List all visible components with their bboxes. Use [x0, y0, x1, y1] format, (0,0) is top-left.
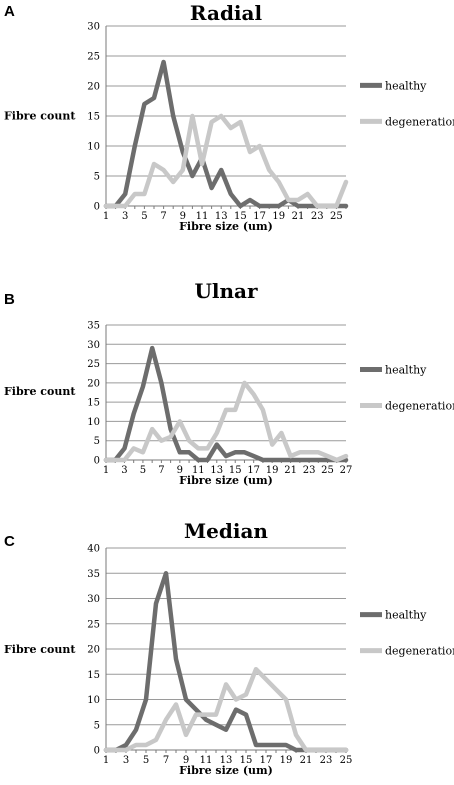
series-line-degeneration — [103, 380, 349, 463]
x-tick-label: 23 — [311, 211, 324, 222]
x-tick-label: 17 — [247, 465, 260, 476]
y-tick-label: 20 — [87, 645, 100, 656]
y-tick-label: 35 — [87, 321, 100, 332]
series-line-healthy — [103, 345, 349, 463]
x-tick-label: 9 — [180, 211, 186, 222]
x-tick-label: 3 — [121, 465, 127, 476]
x-tick-label: 11 — [196, 211, 209, 222]
x-tick-label: 3 — [122, 211, 128, 222]
x-tick-label: 23 — [320, 755, 333, 766]
x-tick-label: 1 — [103, 465, 109, 476]
y-axis-label: Fibre count — [4, 385, 76, 398]
y-tick-label: 0 — [94, 746, 100, 757]
x-tick-label: 5 — [140, 465, 146, 476]
x-tick-label: 15 — [229, 465, 242, 476]
x-tick-label: 13 — [215, 211, 228, 222]
series-line-degeneration — [103, 666, 349, 753]
x-tick-label: 13 — [210, 465, 223, 476]
legend-label: healthy — [385, 79, 427, 92]
y-tick-label: 15 — [87, 112, 100, 123]
series-line-healthy — [103, 59, 349, 209]
series-line-degeneration — [103, 113, 349, 209]
y-tick-label: 5 — [94, 172, 100, 183]
y-tick-label: 5 — [94, 720, 100, 731]
y-tick-label: 40 — [87, 544, 100, 555]
x-tick-label: 9 — [183, 755, 189, 766]
y-tick-label: 30 — [87, 594, 100, 605]
x-tick-label: 25 — [330, 211, 343, 222]
x-tick-label: 13 — [220, 755, 233, 766]
x-tick-label: 23 — [303, 465, 316, 476]
y-tick-label: 5 — [94, 436, 100, 447]
x-axis-label: Fibre size (um) — [179, 764, 273, 777]
legend-label: healthy — [385, 609, 427, 622]
x-tick-label: 7 — [158, 465, 164, 476]
y-tick-label: 20 — [87, 82, 100, 93]
legend-label: degeneration — [385, 115, 454, 128]
x-tick-label: 1 — [103, 211, 109, 222]
y-tick-label: 15 — [87, 670, 100, 681]
x-tick-label: 19 — [280, 755, 293, 766]
panel-label: C — [4, 533, 15, 550]
x-tick-label: 5 — [143, 755, 149, 766]
x-tick-label: 15 — [234, 211, 247, 222]
legend-label: degeneration — [385, 645, 454, 658]
x-tick-label: 7 — [163, 755, 169, 766]
x-tick-label: 19 — [272, 211, 285, 222]
y-tick-label: 25 — [87, 619, 100, 630]
y-tick-label: 30 — [87, 22, 100, 33]
y-tick-label: 10 — [87, 417, 100, 428]
x-tick-label: 11 — [200, 755, 213, 766]
y-tick-label: 0 — [94, 456, 100, 467]
x-tick-label: 25 — [321, 465, 334, 476]
x-tick-label: 5 — [141, 211, 147, 222]
y-tick-label: 20 — [87, 378, 100, 389]
chart-title: Ulnar — [194, 279, 258, 303]
panel-label: A — [4, 3, 15, 20]
y-tick-label: 25 — [87, 52, 100, 63]
x-tick-label: 19 — [266, 465, 279, 476]
y-axis-label: Fibre count — [4, 110, 76, 123]
y-tick-label: 10 — [87, 695, 100, 706]
panel-label: B — [4, 291, 15, 308]
y-tick-label: 0 — [94, 202, 100, 213]
x-tick-label: 21 — [300, 755, 313, 766]
x-tick-label: 27 — [340, 465, 353, 476]
y-tick-label: 35 — [87, 569, 100, 580]
y-tick-label: 15 — [87, 398, 100, 409]
y-tick-label: 30 — [87, 340, 100, 351]
x-tick-label: 21 — [292, 211, 305, 222]
y-axis-label: Fibre count — [4, 643, 76, 656]
legend-label: degeneration — [385, 400, 454, 413]
x-tick-label: 21 — [284, 465, 297, 476]
x-tick-label: 17 — [253, 211, 266, 222]
y-tick-label: 25 — [87, 359, 100, 370]
x-tick-label: 7 — [160, 211, 166, 222]
series-line-healthy — [103, 571, 349, 753]
x-tick-label: 1 — [103, 755, 109, 766]
x-axis-label: Fibre size (um) — [179, 474, 273, 487]
x-tick-label: 3 — [123, 755, 129, 766]
y-tick-label: 10 — [87, 142, 100, 153]
x-tick-label: 15 — [240, 755, 253, 766]
x-tick-label: 25 — [340, 755, 353, 766]
x-tick-label: 17 — [260, 755, 273, 766]
x-tick-label: 11 — [192, 465, 205, 476]
x-axis-label: Fibre size (um) — [179, 220, 273, 233]
x-tick-label: 9 — [177, 465, 183, 476]
legend-label: healthy — [385, 364, 427, 377]
chart-title: Median — [184, 519, 268, 543]
chart-title: Radial — [190, 1, 263, 25]
